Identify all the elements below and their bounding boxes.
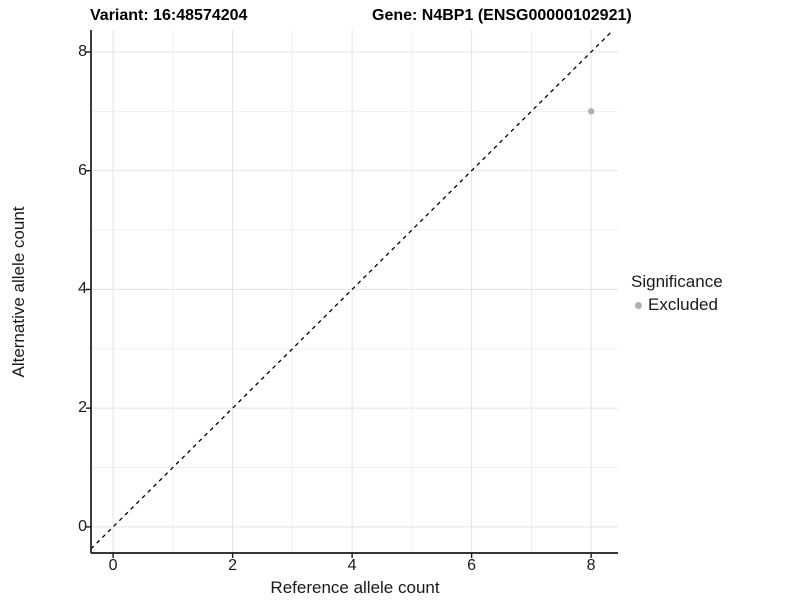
data-point: [587, 108, 595, 115]
x-tick-label: 8: [586, 557, 596, 574]
plot-title-gene: Gene: N4BP1 (ENSG00000102921): [372, 7, 632, 24]
legend-title: Significance: [631, 272, 723, 291]
legend-item-label: Excluded: [648, 295, 718, 314]
x-tick-label: 6: [467, 557, 477, 574]
plot-title-variant: Variant: 16:48574204: [90, 7, 248, 24]
y-axis-title: Alternative allele count: [9, 206, 28, 378]
x-tick-label: 2: [228, 557, 238, 574]
identity-reference-line: [90, 29, 614, 550]
y-tick-label: 2: [78, 399, 87, 417]
y-tick-label: 4: [78, 280, 87, 298]
x-tick-label: 4: [347, 557, 357, 574]
legend: Significance Excluded: [631, 272, 723, 315]
x-tick-label: 0: [108, 557, 118, 574]
y-tick-label: 6: [78, 161, 87, 179]
legend-item-excluded: Excluded: [631, 295, 723, 315]
excluded-point-icon: [635, 301, 642, 309]
x-axis-title: Reference allele count: [270, 578, 440, 597]
y-tick-label: 0: [78, 517, 87, 535]
y-tick-label: 8: [78, 42, 87, 60]
